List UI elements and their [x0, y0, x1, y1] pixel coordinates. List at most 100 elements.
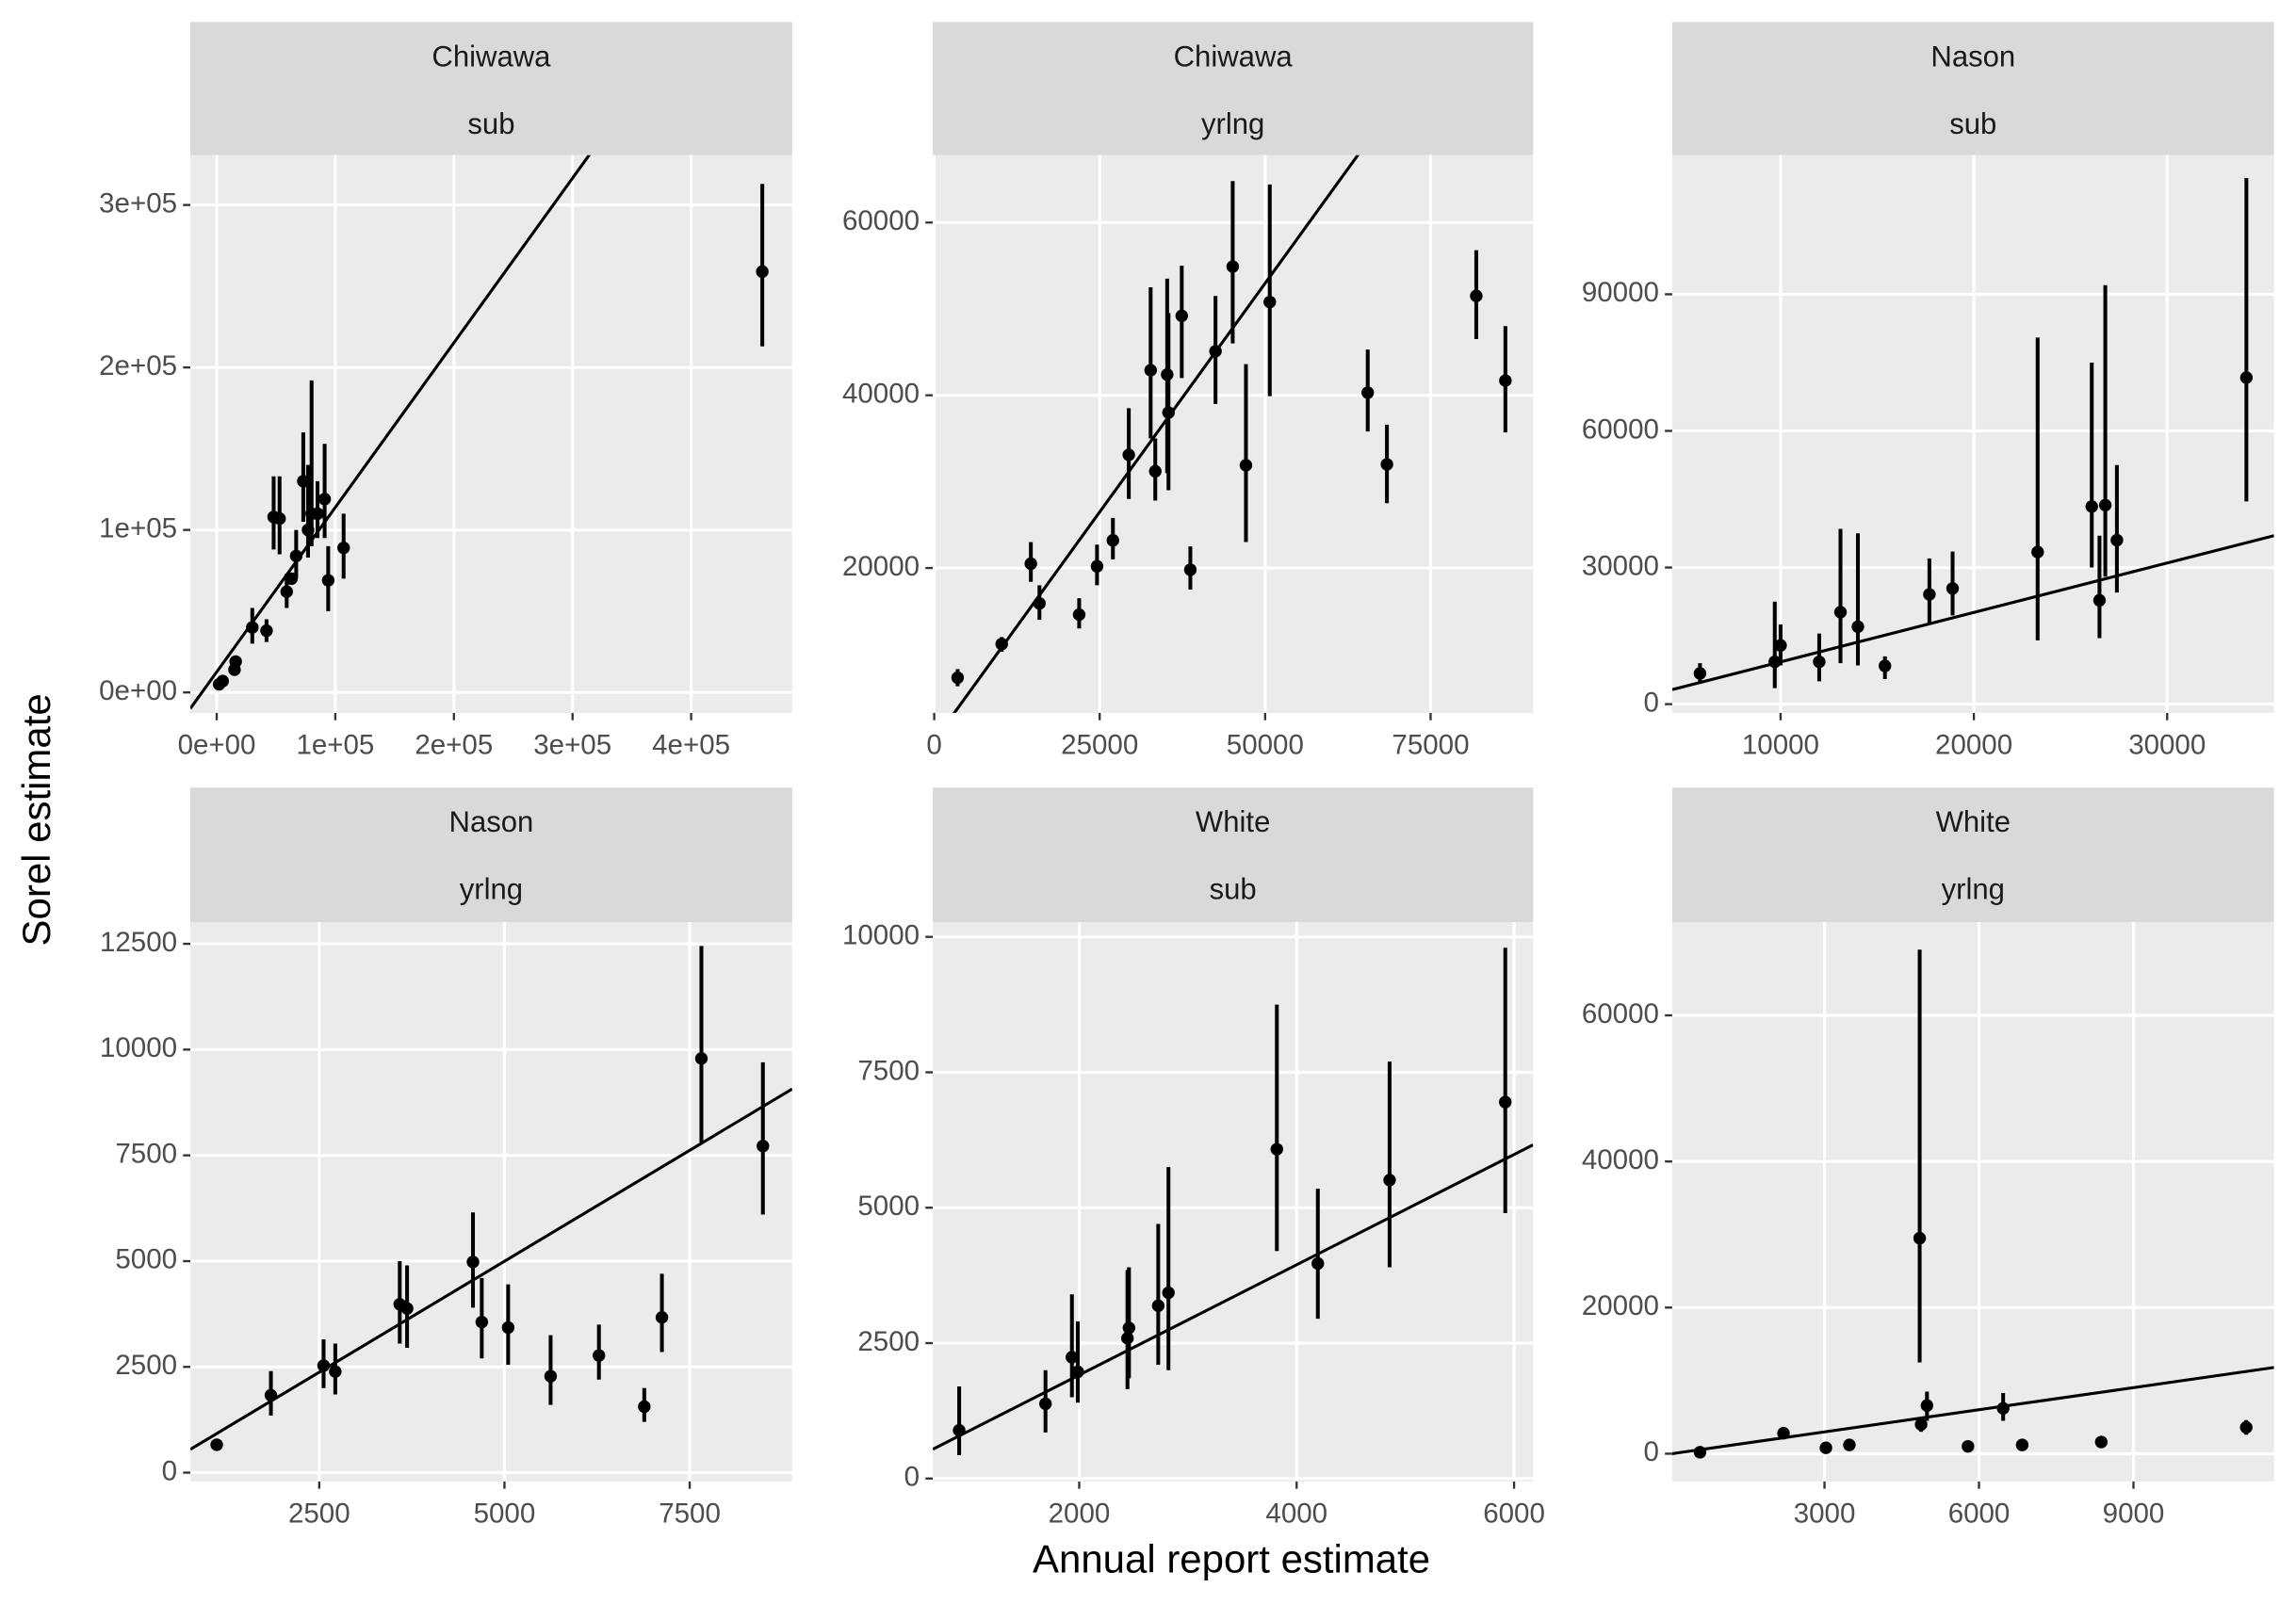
x-tick-label: 10000	[1742, 729, 1819, 760]
panel: Nason sub 10000 20000 30000 0 30000 60000 90000	[1582, 22, 2274, 760]
y-tick-label: 30000	[1582, 550, 1659, 581]
y-tick-label: 2e+05	[99, 350, 177, 381]
plot-area	[190, 154, 769, 710]
point	[1813, 655, 1826, 669]
x-tick-label: 4e+05	[652, 729, 730, 760]
y-tick-label: 60000	[1582, 998, 1659, 1029]
x-tick-label: 2000	[1049, 1498, 1111, 1529]
point	[1819, 1441, 1832, 1454]
y-tick-label: 0	[1643, 687, 1658, 718]
point	[1066, 1351, 1079, 1364]
point	[1920, 1399, 1934, 1412]
point	[273, 511, 286, 526]
y-tick-label: 3e+05	[99, 187, 177, 219]
point	[1263, 295, 1277, 309]
fit-line	[190, 154, 592, 710]
plot-background	[933, 922, 1534, 1482]
point	[318, 493, 332, 506]
point	[2094, 1435, 2108, 1449]
point	[337, 541, 350, 555]
strip-label: sub	[1210, 873, 1257, 906]
point	[1144, 364, 1157, 377]
y-tick-label: 40000	[1582, 1144, 1659, 1175]
y-tick-label: 0	[904, 1462, 920, 1493]
point	[317, 1359, 331, 1372]
point	[1913, 1231, 1927, 1245]
y-tick-label: 60000	[1582, 413, 1659, 445]
y-tick-label: 60000	[842, 205, 920, 236]
point	[1996, 1401, 2010, 1416]
strip-label: Chiwawa	[432, 40, 551, 73]
strip-background	[1671, 787, 2274, 923]
strip-background	[190, 787, 792, 923]
x-tick-label: 5000	[474, 1498, 536, 1529]
point	[1768, 655, 1782, 669]
strip-background	[1671, 22, 2274, 155]
y-tick-label: 40000	[842, 378, 920, 409]
y-tick-label: 1e+05	[99, 512, 177, 543]
point	[1693, 1446, 1707, 1459]
point	[1470, 289, 1483, 302]
point	[246, 621, 259, 634]
point	[1361, 386, 1375, 399]
panel: Chiwawa yrlng 0 25000 50000 75000 20000 40000 60…	[842, 22, 1534, 760]
x-tick-label: 0e+00	[178, 729, 256, 760]
plot-area	[951, 154, 1512, 713]
strip-label: yrlng	[1201, 107, 1264, 140]
plot-background	[1671, 922, 2274, 1482]
strip-label: sub	[1949, 107, 1996, 140]
x-tick-label: 25000	[1061, 729, 1138, 760]
x-tick-label: 50000	[1227, 729, 1304, 760]
point	[1072, 608, 1086, 622]
point	[1914, 1418, 1928, 1432]
point	[1777, 1427, 1790, 1440]
point	[1151, 1299, 1165, 1313]
strip-label: yrlng	[1942, 873, 2005, 906]
point	[2092, 593, 2107, 608]
point	[1499, 1095, 1512, 1109]
x-tick-label: 30000	[2128, 729, 2206, 760]
point	[1226, 260, 1240, 273]
y-tick-label: 20000	[842, 551, 920, 582]
y-tick-label: 7500	[115, 1138, 177, 1169]
point	[1148, 464, 1162, 478]
point	[2085, 500, 2098, 513]
point	[466, 1256, 480, 1269]
point	[544, 1369, 558, 1383]
point	[1311, 1256, 1325, 1271]
strip-label: White	[1196, 805, 1270, 838]
x-tick-label: 2e+05	[415, 729, 493, 760]
y-tick-label: 0	[1643, 1436, 1658, 1467]
point	[2110, 533, 2124, 547]
point	[321, 574, 335, 587]
point	[1106, 534, 1119, 547]
point	[260, 624, 273, 638]
point	[1122, 1321, 1136, 1335]
point	[1946, 582, 1960, 595]
point	[1851, 620, 1864, 634]
point	[1774, 639, 1787, 652]
plot-area	[933, 948, 1534, 1456]
point	[1923, 588, 1936, 601]
y-tick-label: 7500	[857, 1055, 920, 1086]
point	[1162, 406, 1175, 419]
point	[757, 1140, 770, 1153]
point	[1122, 448, 1135, 462]
y-tick-label: 2500	[115, 1350, 177, 1381]
x-axis-title: Annual report estimate	[1033, 1536, 1430, 1580]
point	[2239, 371, 2254, 384]
point	[2239, 1420, 2253, 1434]
point	[1843, 1438, 1856, 1451]
y-tick-label: 0	[162, 1455, 177, 1486]
point	[216, 674, 230, 688]
point	[229, 655, 242, 669]
strip-background	[190, 22, 792, 155]
point	[264, 1388, 278, 1402]
point	[1209, 345, 1222, 358]
point	[593, 1349, 606, 1362]
point	[638, 1400, 651, 1414]
strip-label: Chiwawa	[1174, 40, 1294, 73]
point	[1380, 458, 1393, 471]
plot-area	[1671, 949, 2274, 1459]
